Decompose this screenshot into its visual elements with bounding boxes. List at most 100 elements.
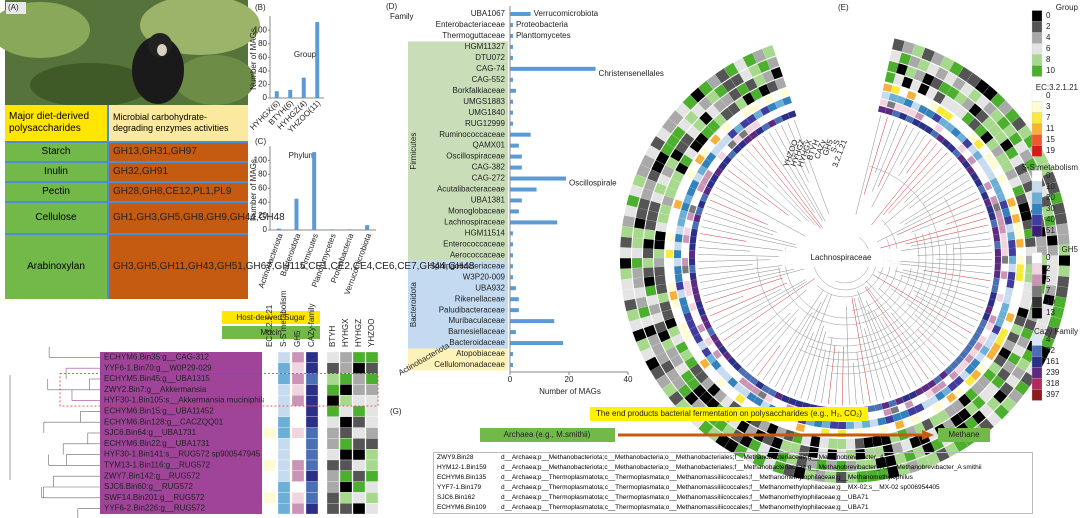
ring-cell	[758, 419, 771, 433]
legend-tick: 6	[1046, 44, 1051, 53]
ring-cell	[682, 258, 689, 266]
ring-cell	[981, 356, 992, 368]
ring-cell	[666, 249, 674, 258]
ring-cell	[727, 366, 737, 377]
ring-cell	[952, 77, 966, 91]
ring-cell	[708, 343, 718, 353]
legend-swatch	[1031, 192, 1043, 204]
ring-cell	[1041, 205, 1054, 217]
ring-cell	[927, 119, 938, 129]
category-label: Rikenellaceae	[455, 294, 506, 303]
ring-cell	[699, 147, 710, 158]
ring-cell	[774, 115, 784, 125]
ring-cell	[985, 137, 999, 151]
ring-cell	[779, 88, 790, 99]
ring-cell	[1000, 302, 1010, 313]
ring-cell	[661, 195, 674, 207]
ring-cell	[1056, 223, 1069, 235]
legend-swatch	[1031, 274, 1043, 286]
ring-cell	[981, 328, 991, 338]
legend-tick: 239	[1046, 368, 1060, 377]
tree-branch	[712, 193, 752, 213]
ring-cell	[743, 135, 753, 145]
legend-tick: 2	[1046, 22, 1051, 31]
ring-cell	[774, 99, 785, 109]
heat-cell	[263, 395, 277, 407]
tree-branch	[897, 198, 980, 235]
tree-branch	[794, 119, 830, 215]
heat-cell	[339, 438, 353, 450]
bar	[510, 209, 519, 214]
ring-cell	[675, 341, 689, 354]
ring-cell	[752, 453, 767, 468]
heat-cell	[352, 427, 366, 439]
ring-cell	[962, 149, 972, 160]
heat-cell	[291, 503, 305, 515]
ring-cell	[654, 258, 665, 268]
ring-cell	[947, 381, 959, 392]
heat-cell	[291, 405, 305, 417]
ring-cell	[675, 362, 689, 376]
tree-arc	[812, 254, 877, 291]
ring-cell	[964, 416, 979, 431]
ring-cell	[679, 348, 693, 362]
ring-cell	[855, 449, 866, 460]
tree-branch	[885, 260, 992, 268]
tree-arc	[828, 233, 927, 340]
bar	[510, 33, 513, 38]
ring-cell	[704, 364, 716, 376]
ring-cell	[930, 129, 940, 139]
ring-cell	[856, 459, 867, 471]
ring-cell	[689, 243, 696, 251]
leaf-label: TYM13-1.Bin116:g__RUG572	[104, 461, 211, 470]
panel-label: (B)	[255, 3, 266, 12]
ring-cell	[741, 107, 753, 118]
ring-cell	[864, 447, 876, 459]
ring-cell	[657, 329, 671, 343]
bar	[510, 330, 516, 335]
ring-cell	[634, 287, 646, 299]
ring-cell	[716, 139, 727, 151]
ring-cell	[935, 67, 949, 81]
ring-cell	[643, 276, 655, 287]
ring-cell	[825, 471, 837, 483]
ring-cell	[762, 457, 776, 471]
ring-cell	[675, 225, 684, 235]
ring-cell	[712, 349, 722, 360]
ring-cell	[654, 321, 667, 334]
ring-cell	[746, 392, 757, 403]
ring-cell	[684, 391, 699, 406]
ring-cell	[1002, 339, 1016, 352]
ring-cell	[695, 300, 704, 310]
ring-cell	[921, 418, 934, 432]
ring-cell	[1002, 294, 1012, 305]
ring-cell	[1018, 201, 1030, 213]
ring-cell	[914, 387, 925, 397]
ring-cell	[654, 266, 665, 277]
ring-cell	[757, 59, 771, 73]
ring-cell	[932, 401, 943, 413]
bar	[510, 264, 513, 269]
ring-cell	[913, 69, 926, 83]
ring-cell	[836, 460, 847, 471]
ring-cell	[1040, 303, 1053, 316]
ring-cell	[961, 97, 975, 111]
ring-cell	[651, 342, 665, 356]
ring-cell	[770, 436, 784, 450]
ring-cell	[1016, 264, 1024, 273]
ring-cell	[904, 66, 917, 79]
ring-cell	[713, 84, 728, 99]
ring-cell	[669, 215, 678, 226]
ring-cell	[924, 389, 935, 399]
column-label: HYHGZ	[354, 319, 363, 347]
ring-cell	[994, 256, 1001, 264]
ring-cell	[738, 377, 749, 387]
tree-branch	[715, 187, 806, 237]
tree-branch	[698, 259, 770, 262]
ring-cell	[766, 423, 779, 436]
bar	[510, 297, 519, 302]
tree-branch	[699, 264, 793, 276]
ring-cell	[635, 296, 648, 309]
ring-cell	[901, 41, 915, 55]
ring-cell	[693, 293, 702, 303]
